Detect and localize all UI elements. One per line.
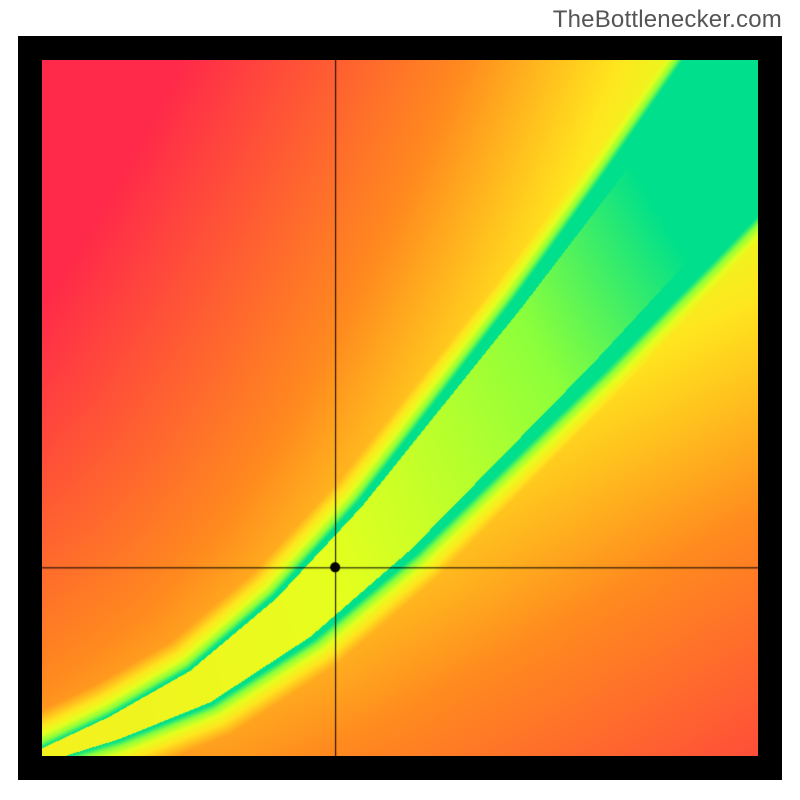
watermark-text: TheBottlenecker.com xyxy=(553,6,782,34)
heatmap-canvas xyxy=(42,60,758,756)
heatmap-plot xyxy=(42,60,758,756)
chart-frame xyxy=(18,36,782,780)
